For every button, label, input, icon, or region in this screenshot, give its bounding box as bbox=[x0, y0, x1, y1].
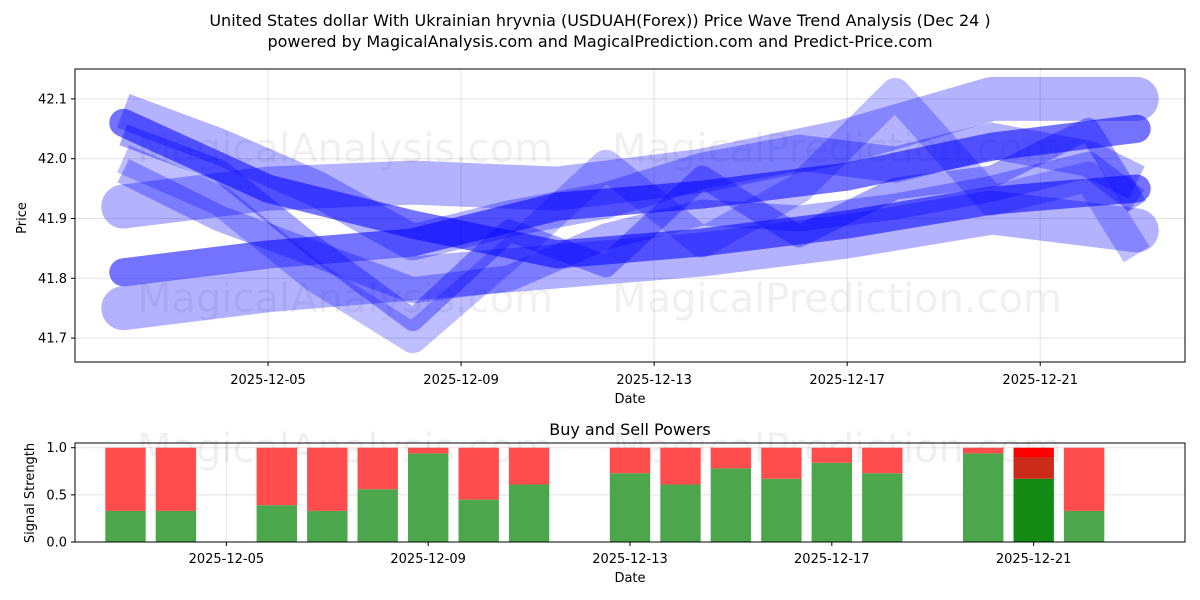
buy-bar bbox=[458, 499, 499, 542]
price-wave-series bbox=[101, 76, 1159, 354]
power-x-tick-label: 2025-12-13 bbox=[592, 552, 668, 567]
price-wave-2 bbox=[109, 114, 1151, 287]
power-x-tick-label: 2025-12-09 bbox=[390, 552, 466, 567]
price-x-tick-label: 2025-12-05 bbox=[230, 373, 306, 388]
price-x-tick-label: 2025-12-09 bbox=[423, 373, 499, 388]
sell-bar bbox=[862, 447, 903, 474]
figure-title-line1: United States dollar With Ukrainian hryv… bbox=[209, 11, 990, 30]
power-x-tick-label: 2025-12-05 bbox=[189, 552, 265, 567]
buy-bar bbox=[660, 484, 701, 542]
price-x-tick-label: 2025-12-13 bbox=[616, 373, 692, 388]
price-wave-3 bbox=[101, 76, 1159, 229]
price-chart-x-ticks: 2025-12-05 2025-12-09 2025-12-13 2025-12-17… bbox=[230, 362, 1078, 388]
buy-bar bbox=[963, 453, 1004, 542]
sell-bar bbox=[609, 447, 651, 474]
price-wave-4 bbox=[101, 190, 1159, 331]
power-chart-y-ticks: 0.0 0.5 1.0 bbox=[46, 441, 75, 551]
watermark-analysis-bottom: MagicalAnalysis.com bbox=[137, 276, 553, 322]
buy-bar bbox=[761, 478, 802, 542]
power-x-tick-label: 2025-12-21 bbox=[996, 552, 1072, 567]
price-x-tick-label: 2025-12-21 bbox=[1002, 373, 1078, 388]
price-chart-watermarks: MagicalAnalysis.com MagicalPrediction.co… bbox=[137, 126, 1062, 322]
sell-bar bbox=[307, 447, 348, 511]
sell-bar bbox=[811, 447, 852, 463]
power-y-tick-label: 1.0 bbox=[46, 441, 67, 456]
price-chart-ylabel: Price bbox=[15, 202, 30, 234]
sell-bar bbox=[1013, 457, 1054, 479]
sell-bar bbox=[155, 447, 197, 511]
sell-bar bbox=[357, 447, 398, 490]
price-x-tick-label: 2025-12-17 bbox=[809, 373, 885, 388]
price-y-tick-label: 41.7 bbox=[38, 332, 67, 347]
sell-bar bbox=[1063, 447, 1105, 511]
sell-bar bbox=[761, 447, 802, 479]
buy-bar bbox=[609, 473, 651, 542]
power-bars bbox=[105, 447, 1105, 542]
power-y-tick-label: 0.0 bbox=[46, 536, 67, 551]
buy-bar bbox=[862, 473, 903, 542]
sell-bar bbox=[256, 447, 297, 506]
power-chart-x-ticks: 2025-12-05 2025-12-09 2025-12-21 2025-12-13… bbox=[189, 542, 1072, 567]
buy-bar bbox=[357, 489, 398, 542]
price-y-tick-label: 41.8 bbox=[38, 272, 67, 287]
buy-bar bbox=[710, 468, 752, 542]
buy-bar bbox=[1013, 478, 1054, 542]
sell-bar bbox=[105, 447, 146, 511]
price-y-tick-label: 41.9 bbox=[38, 212, 67, 227]
price-wave-7 bbox=[117, 94, 1145, 261]
power-chart-xlabel: Date bbox=[614, 571, 645, 586]
power-y-tick-label: 0.5 bbox=[46, 488, 67, 503]
watermark-prediction-bottom: MagicalPrediction.com bbox=[612, 276, 1062, 322]
price-wave-5 bbox=[119, 117, 1147, 332]
buy-bar bbox=[408, 453, 449, 542]
buy-bar bbox=[155, 510, 197, 542]
price-wave-8 bbox=[117, 151, 1145, 304]
buy-bar bbox=[307, 510, 348, 542]
sell-bar bbox=[710, 447, 752, 469]
power-x-tick-label: 2025-12-17 bbox=[794, 552, 870, 567]
price-chart-frame bbox=[74, 68, 1186, 363]
buy-bar bbox=[811, 462, 852, 542]
sell-bar bbox=[408, 447, 449, 454]
sell-bar bbox=[508, 447, 550, 485]
price-wave-6 bbox=[117, 77, 1150, 354]
sell-bar bbox=[458, 447, 499, 500]
buy-bar bbox=[508, 484, 550, 542]
buy-bar bbox=[105, 510, 146, 542]
price-chart-xlabel: Date bbox=[614, 392, 645, 407]
price-y-tick-label: 42.1 bbox=[38, 92, 67, 107]
power-chart-ylabel: Signal Strength bbox=[23, 443, 38, 543]
sell-bar-top bbox=[1013, 447, 1054, 457]
buy-bar bbox=[256, 505, 297, 542]
price-chart-y-ticks: 41.7 41.8 41.9 42.0 42.1 bbox=[38, 92, 75, 347]
price-wave-1 bbox=[109, 108, 1151, 269]
sell-bar bbox=[963, 447, 1004, 454]
figure-title-line2: powered by MagicalAnalysis.com and Magic… bbox=[267, 32, 932, 51]
power-chart-title: Buy and Sell Powers bbox=[549, 420, 711, 439]
power-chart: Buy and Sell Powers MagicalAnalysis.com … bbox=[23, 420, 1186, 586]
price-chart: MagicalAnalysis.com MagicalPrediction.co… bbox=[15, 68, 1186, 407]
sell-bar bbox=[660, 447, 701, 485]
buy-bar bbox=[1063, 510, 1105, 542]
price-y-tick-label: 42.0 bbox=[38, 152, 67, 167]
